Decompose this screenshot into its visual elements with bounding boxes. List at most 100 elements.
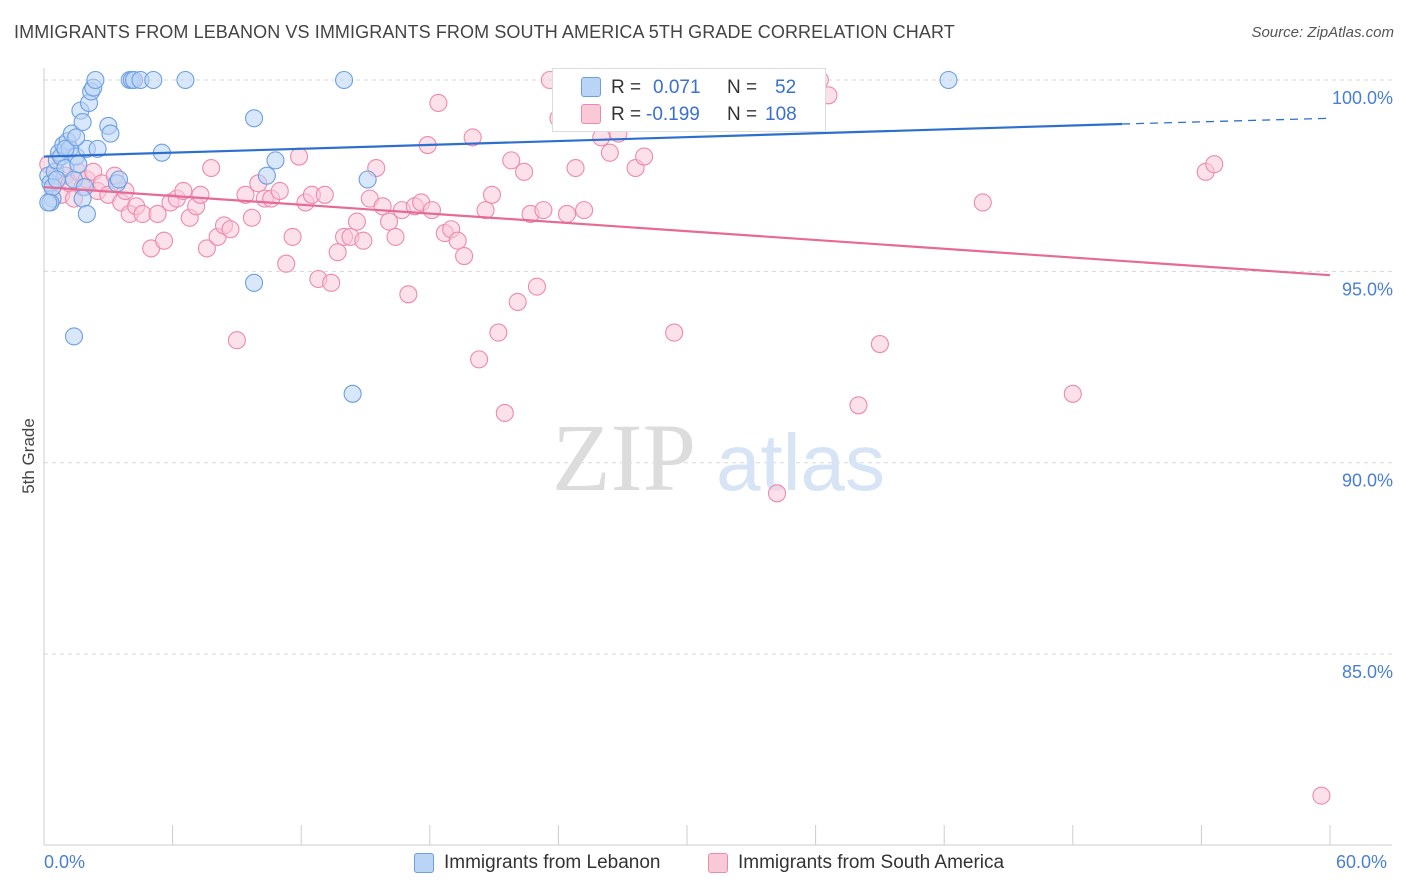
stats-legend: R = 0.071 N = 52 R = -0.199 N = 108 [552,68,826,132]
south-america-point [354,231,373,250]
south-america-point [133,204,152,223]
y-tick-labels: 100.0% 95.0% 90.0% 85.0% [1332,88,1393,682]
lebanon-point [144,70,163,90]
south-america-point [973,193,992,212]
south-america-point [386,227,405,246]
lebanon-point [88,139,107,158]
lebanon-point [67,128,86,147]
south-america-trend-line [43,186,1331,277]
source-label: Source: ZipAtlas.com [1251,24,1394,41]
lebanon-point [176,70,195,90]
y-axis-label: 5th Grade [19,418,38,494]
legend-label-lebanon: Immigrants from Lebanon [444,852,661,873]
legend-swatch-south-america [708,853,728,873]
watermark-atlas: atlas [716,418,885,507]
lebanon-point [244,109,264,128]
stats-blue-r-label: R = [611,77,642,98]
trend-lines [43,117,1331,277]
lebanon-point [69,155,88,174]
lebanon-point [39,193,58,212]
stats-pink-n-value: 108 [765,104,797,125]
south-america-point [534,201,553,220]
south-america-point [227,331,246,350]
stats-pink-n-label: N = [727,104,758,125]
south-america-point [429,93,448,113]
y-tick-label: 95.0% [1342,279,1393,299]
south-america-point [527,277,547,296]
lebanon-point [77,204,96,223]
south-america-point [197,239,216,258]
south-america-point [236,185,255,204]
lebanon-point [358,170,377,189]
south-america-point [482,185,502,204]
lebanon-point [266,151,285,170]
stats-pink-r-label: R = [611,104,642,125]
south-america-point [557,204,577,223]
south-america-point [277,254,296,273]
x-tick-label-min: 0.0% [44,852,86,872]
stats-blue-n-value: 52 [775,77,797,98]
south-america-point [635,147,654,166]
south-america-point [448,231,467,250]
legend-swatch-lebanon [414,853,434,873]
legend-item-south-america: Immigrants from South America [708,852,1004,874]
south-america-point [270,181,289,201]
lebanon-point [257,166,276,185]
south-america-point [566,158,585,178]
south-america-point [515,162,534,181]
south-america-point [575,201,594,220]
lebanon-point [343,384,362,403]
y-tick-label: 90.0% [1342,471,1393,491]
chart-title: IMMIGRANTS FROM LEBANON VS IMMIGRANTS FR… [14,22,955,42]
south-america-point [315,185,334,204]
south-america-point [1312,786,1331,805]
south-america-point [502,151,521,170]
south-america-point [470,350,489,369]
lebanon-trend-extension [1122,117,1331,125]
south-america-point [455,246,474,266]
south-america-point [476,201,495,220]
lebanon-point [101,124,120,143]
lebanon-point [73,113,92,132]
lebanon-point [64,327,84,346]
axes [43,68,1392,846]
south-america-point [191,185,210,204]
legend-label-south-america: Immigrants from South America [738,852,1005,873]
watermark-zip: ZIP [552,404,696,511]
south-america-point [767,484,787,503]
south-america-point [242,208,261,227]
south-america-point [870,335,889,354]
south-america-point [508,292,527,312]
south-america-point [849,396,868,415]
south-america-point [347,212,366,231]
south-america-point [600,143,619,162]
lebanon-point [56,139,75,158]
south-america-point [1205,155,1224,174]
south-america-point [328,243,347,262]
south-america-point [1063,384,1082,403]
stats-blue-swatch [581,77,601,97]
south-america-point [373,197,392,216]
lebanon-point [244,273,264,292]
lebanon-point [86,70,105,90]
stats-pink-r-value: -0.199 [646,104,700,125]
south-america-point [174,181,193,201]
south-america-point [290,147,309,166]
south-america-point [495,403,514,422]
lebanon-point [109,170,129,189]
series-south-america-points [39,70,1331,805]
south-america-point [283,227,302,246]
south-america-point [489,323,508,342]
stats-blue-r-value: 0.071 [653,77,701,98]
stats-pink-swatch [581,104,601,124]
south-america-point [665,323,684,342]
south-america-point [380,212,399,231]
lebanon-point [73,189,92,208]
y-tick-label: 100.0% [1332,88,1393,108]
grid-lines [44,79,1392,655]
south-america-point [202,158,221,178]
south-america-point [463,128,482,147]
y-tick-label: 85.0% [1342,662,1393,682]
lebanon-point [939,70,958,90]
